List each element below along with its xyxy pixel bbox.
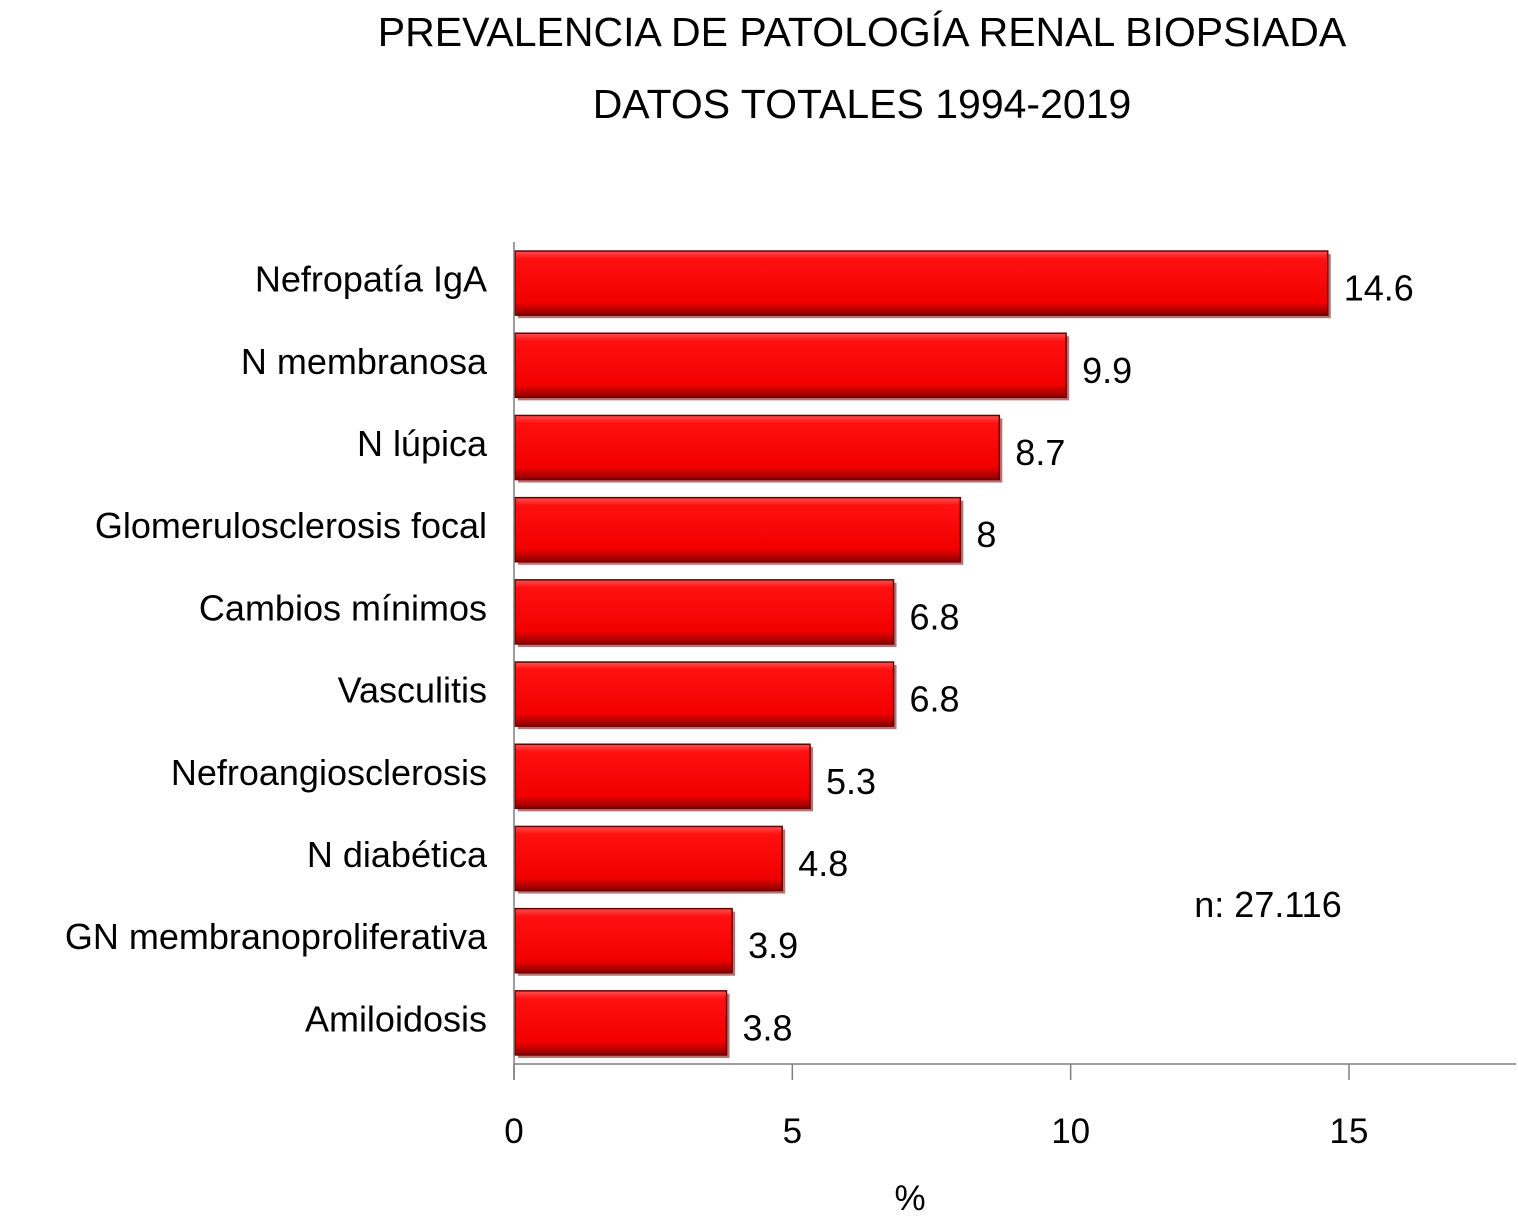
category-label: Nefroangiosclerosis [171,752,487,793]
bar [514,579,895,645]
category-label: N diabética [307,834,488,875]
category-label: N membranosa [241,341,488,382]
category-label: Glomerulosclerosis focal [95,505,487,546]
chart-title-line-1: PREVALENCIA DE PATOLOGÍA RENAL BIOPSIADA [378,9,1347,55]
value-label: 6.8 [910,596,960,637]
bar [514,496,962,563]
category-label: Vasculitis [338,670,487,711]
bar [514,332,1067,399]
bar [514,907,733,974]
bar [514,825,783,892]
value-label: 6.8 [910,679,960,720]
category-label: GN membranoproliferativa [65,916,488,957]
chart-title: PREVALENCIA DE PATOLOGÍA RENAL BIOPSIADA… [378,9,1347,127]
bar [514,250,1329,316]
x-tick-label: 15 [1330,1112,1369,1151]
value-label: 4.8 [798,843,848,884]
bar [514,990,728,1056]
value-label: 3.9 [748,925,798,966]
x-tick-label: 10 [1051,1112,1090,1151]
bar [514,743,811,810]
bar [514,661,895,727]
axes: 0 5 10 15 [504,242,1516,1151]
bar [514,414,1001,481]
x-tick-label: 5 [783,1112,802,1151]
value-label: 8 [976,514,996,555]
bars: Nefropatía IgA 14.6 N membranosa 9.9 N lúpic… [65,250,1414,1058]
category-label: Cambios mínimos [199,587,487,628]
sample-size-annotation: n: 27.116 [1194,884,1341,925]
value-label: 3.8 [743,1007,793,1048]
category-label: Nefropatía IgA [255,259,487,300]
value-label: 8.7 [1015,432,1065,473]
value-label: 9.9 [1082,350,1132,391]
value-label: 14.6 [1344,268,1414,309]
value-label: 5.3 [826,761,876,802]
x-axis-title: % [894,1179,925,1218]
chart-title-line-2: DATOS TOTALES 1994-2019 [593,81,1132,127]
x-tick-label: 0 [504,1112,523,1151]
category-label: N lúpica [357,423,488,464]
category-label: Amiloidosis [305,998,487,1039]
